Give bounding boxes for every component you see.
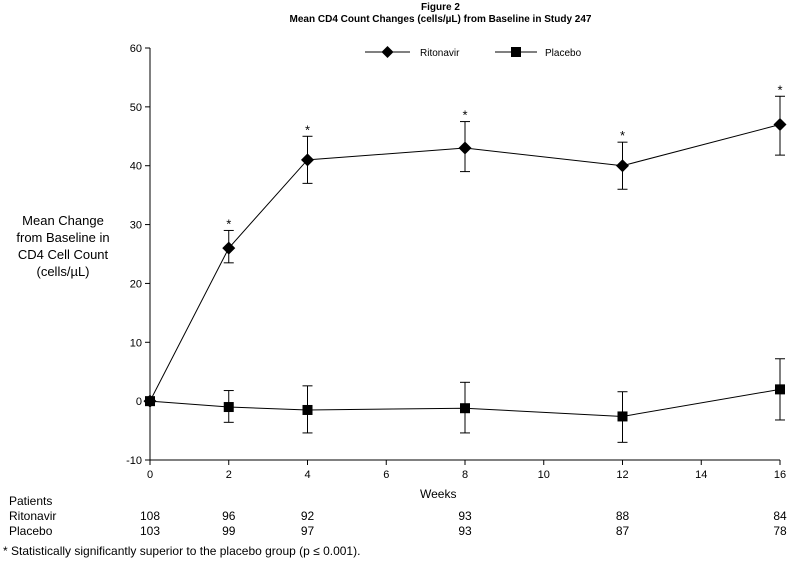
y-axis-label: Mean Change from Baseline in CD4 Cell Co… — [16, 213, 110, 279]
y-tick-label: 60 — [130, 43, 142, 55]
patient-count: 93 — [458, 524, 472, 538]
patient-count: 78 — [773, 524, 787, 538]
y-tick-label: 0 — [136, 396, 142, 408]
patient-count: 97 — [300, 524, 315, 538]
patient-count: 103 — [139, 524, 161, 538]
data-point-placebo — [775, 384, 785, 395]
x-tick-label: 16 — [774, 469, 786, 481]
y-tick-label: 10 — [130, 337, 142, 349]
x-tick-label: 2 — [226, 469, 232, 481]
y-tick-label: 50 — [130, 102, 142, 114]
data-point-ritonavir — [616, 159, 629, 173]
patients-row-label-ritonavir: Ritonavir — [9, 509, 57, 523]
x-tick-label: 0 — [147, 469, 153, 481]
x-tick-label: 4 — [304, 469, 310, 481]
patient-count: 93 — [458, 509, 472, 523]
footnote: * Statistically significantly superior t… — [3, 544, 361, 558]
legend-label-ritonavir: Ritonavir — [420, 48, 460, 59]
legend-marker-ritonavir — [381, 46, 394, 58]
data-point-ritonavir — [301, 153, 314, 167]
x-tick-label: 14 — [695, 469, 707, 481]
patients-row-label-placebo: Placebo — [9, 524, 53, 538]
data-point-placebo — [617, 411, 628, 422]
patient-count: 88 — [615, 509, 630, 523]
significance-marker: * — [462, 108, 467, 123]
y-tick-label: -10 — [126, 455, 142, 467]
patients-table-title: Patients — [9, 494, 53, 508]
series-line-placebo — [149, 388, 781, 417]
chart-title: Mean CD4 Count Changes (cells/µL) from B… — [289, 14, 592, 25]
data-point-ritonavir — [458, 141, 472, 155]
patient-count: 108 — [139, 509, 161, 523]
y-tick-label: 30 — [130, 220, 142, 232]
patient-count: 96 — [222, 509, 236, 523]
significance-marker: * — [620, 128, 625, 143]
y-tick-label: 20 — [130, 278, 142, 290]
patient-count: 99 — [222, 524, 236, 538]
x-axis-label: Weeks — [420, 487, 457, 501]
data-point-ritonavir — [773, 118, 787, 132]
legend-label-placebo: Placebo — [545, 48, 582, 59]
data-point-ritonavir — [222, 241, 236, 255]
figure-label: Figure 2 — [421, 2, 460, 13]
y-tick-label: 40 — [130, 161, 142, 173]
series-line-ritonavir — [149, 124, 781, 402]
data-point-placebo — [223, 402, 234, 413]
data-point-placebo — [302, 404, 313, 415]
significance-marker: * — [226, 216, 231, 231]
data-point-placebo — [460, 403, 470, 414]
x-tick-label: 12 — [616, 469, 628, 481]
legend-marker-placebo — [511, 47, 521, 57]
data-point-placebo — [145, 396, 155, 407]
x-tick-label: 8 — [462, 469, 468, 481]
patient-count: 92 — [300, 509, 315, 523]
patient-count: 84 — [773, 509, 787, 523]
significance-marker: * — [305, 122, 310, 137]
significance-marker: * — [777, 82, 782, 97]
patient-count: 87 — [615, 524, 630, 538]
x-tick-label: 10 — [538, 469, 550, 481]
x-tick-label: 6 — [383, 469, 389, 481]
